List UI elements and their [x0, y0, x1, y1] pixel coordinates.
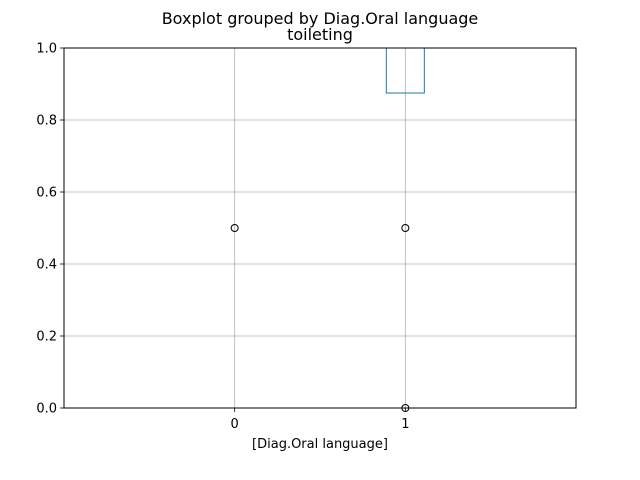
grid-layer: [64, 47, 576, 409]
y-tick-label: 0.4: [36, 258, 57, 273]
outlier-point: [401, 224, 410, 232]
y-tick-label: 0.8: [36, 114, 57, 129]
outlier-point: [230, 224, 239, 232]
marks-layer: [215, 47, 425, 412]
x-tick-label: 1: [401, 417, 409, 432]
y-tick-label: 0.0: [36, 402, 57, 417]
y-tick-label: 0.2: [36, 330, 57, 345]
x-axis-label: [Diag.Oral language]: [252, 437, 388, 452]
plot-frame: [63, 47, 577, 409]
y-tick-label: 0.6: [36, 186, 57, 201]
chart-suptitle: Boxplot grouped by Diag.Oral language: [162, 9, 479, 28]
ticks-layer: 0.0 0.2 0.4 0.6 0.8 1.0 0 1: [36, 42, 409, 433]
chart-title: toileting: [287, 25, 353, 44]
x-tick-label: 0: [231, 417, 239, 432]
y-tick-label: 1.0: [36, 42, 57, 57]
